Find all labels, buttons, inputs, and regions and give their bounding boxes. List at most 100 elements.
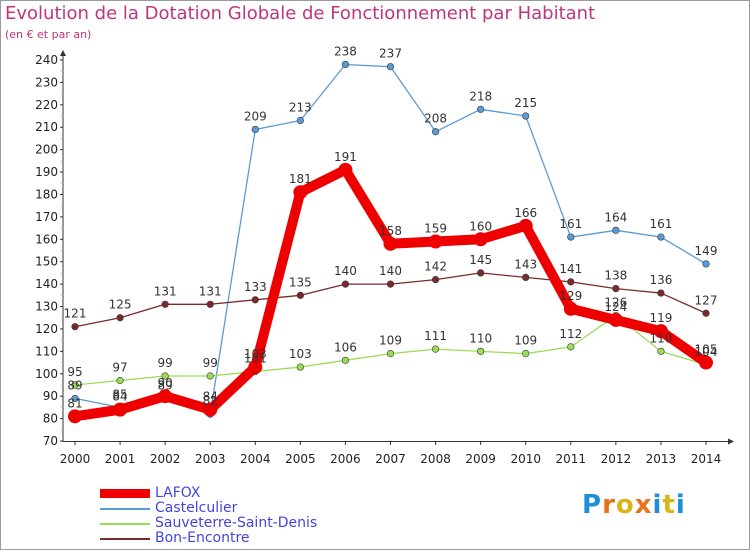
data-point xyxy=(113,402,128,417)
data-label: 145 xyxy=(469,253,492,267)
data-label: 81 xyxy=(67,396,82,410)
data-label: 85 xyxy=(112,387,127,401)
data-point xyxy=(296,363,304,371)
data-label: 218 xyxy=(469,89,492,103)
chart-subtitle: (en € et par an) xyxy=(5,28,92,41)
data-point xyxy=(161,300,169,308)
data-label: 109 xyxy=(514,334,537,348)
data-label: 136 xyxy=(649,273,672,287)
data-label: 103 xyxy=(289,347,312,361)
data-label: 237 xyxy=(379,47,402,61)
logo-letter: i xyxy=(652,490,663,520)
chart-title: Evolution de la Dotation Globale de Fonc… xyxy=(5,3,596,24)
data-label: 129 xyxy=(559,289,582,303)
data-point xyxy=(657,233,665,241)
data-point xyxy=(338,162,353,177)
y-tick-label: 90 xyxy=(43,389,58,403)
data-point xyxy=(341,280,350,288)
legend-label: Sauveterre-Saint-Denis xyxy=(155,515,318,531)
data-point xyxy=(431,345,440,353)
data-label: 140 xyxy=(334,264,357,278)
logo-letter: t xyxy=(662,490,676,520)
data-point xyxy=(522,349,530,358)
y-tick-label: 70 xyxy=(43,434,58,448)
logo-letter: P xyxy=(582,490,603,520)
data-label: 124 xyxy=(604,300,627,314)
data-point xyxy=(116,376,124,385)
data-point xyxy=(518,218,533,233)
data-point xyxy=(477,105,485,113)
data-label: 209 xyxy=(244,109,267,123)
data-label: 105 xyxy=(695,343,718,357)
data-point xyxy=(68,409,82,424)
data-label: 95 xyxy=(67,365,82,379)
y-tick-label: 200 xyxy=(35,143,58,157)
axes: 7080901001101201301401501601701801902002… xyxy=(35,50,734,466)
data-label: 119 xyxy=(649,311,672,325)
data-label: 127 xyxy=(695,293,718,307)
data-label: 97 xyxy=(112,360,127,374)
y-tick-label: 180 xyxy=(35,187,58,201)
data-point xyxy=(116,314,124,322)
data-label: 143 xyxy=(514,257,537,271)
data-label: 215 xyxy=(514,96,537,110)
data-label: 106 xyxy=(334,340,357,354)
data-point xyxy=(386,349,395,358)
data-point xyxy=(653,324,668,339)
y-tick-label: 150 xyxy=(35,255,58,269)
data-point xyxy=(206,372,214,380)
data-label: 84 xyxy=(203,390,218,404)
data-label: 110 xyxy=(469,331,492,345)
data-label: 110 xyxy=(649,331,672,345)
data-label: 161 xyxy=(649,217,672,231)
y-tick-label: 160 xyxy=(35,232,58,246)
data-label: 140 xyxy=(379,264,402,278)
x-tick-label: 2005 xyxy=(285,452,316,466)
data-label: 84 xyxy=(112,390,127,404)
data-point xyxy=(431,276,440,284)
data-label: 181 xyxy=(289,172,312,186)
data-label: 164 xyxy=(604,210,627,224)
y-tick-label: 110 xyxy=(35,344,58,358)
x-tick-label: 2003 xyxy=(195,452,226,466)
data-point xyxy=(161,372,169,380)
logo-letter: r xyxy=(602,490,616,520)
data-label: 138 xyxy=(604,269,627,283)
data-point xyxy=(612,226,620,234)
legend-swatch xyxy=(100,489,150,498)
data-point xyxy=(71,394,79,403)
data-point xyxy=(657,347,665,355)
legend-swatch xyxy=(100,508,150,510)
data-label: 213 xyxy=(289,101,312,115)
y-tick-label: 210 xyxy=(35,120,58,134)
data-point xyxy=(608,312,623,327)
x-tick-label: 2007 xyxy=(375,452,406,466)
legend-label: Castelculier xyxy=(155,500,238,516)
data-label: 160 xyxy=(469,219,492,233)
data-label: 208 xyxy=(424,112,447,126)
data-point xyxy=(341,356,350,364)
x-tick-label: 2001 xyxy=(105,452,136,466)
data-point xyxy=(612,285,620,293)
legend-swatch xyxy=(100,523,150,525)
data-label: 112 xyxy=(559,327,582,341)
data-point xyxy=(248,360,263,375)
data-label: 90 xyxy=(158,376,173,390)
data-point xyxy=(71,323,79,331)
x-tick-label: 2002 xyxy=(150,452,181,466)
data-point xyxy=(563,301,578,316)
data-point xyxy=(296,116,304,125)
y-tick-label: 100 xyxy=(35,367,58,381)
data-point xyxy=(657,289,665,297)
data-point xyxy=(296,291,304,299)
data-label: 161 xyxy=(559,217,582,231)
data-label: 191 xyxy=(334,150,357,164)
data-point xyxy=(567,343,575,351)
x-tick-label: 2009 xyxy=(465,452,496,466)
data-point xyxy=(567,278,575,286)
data-label: 135 xyxy=(289,275,312,289)
data-point xyxy=(477,269,485,277)
data-point xyxy=(158,389,173,404)
data-label: 238 xyxy=(334,44,357,58)
